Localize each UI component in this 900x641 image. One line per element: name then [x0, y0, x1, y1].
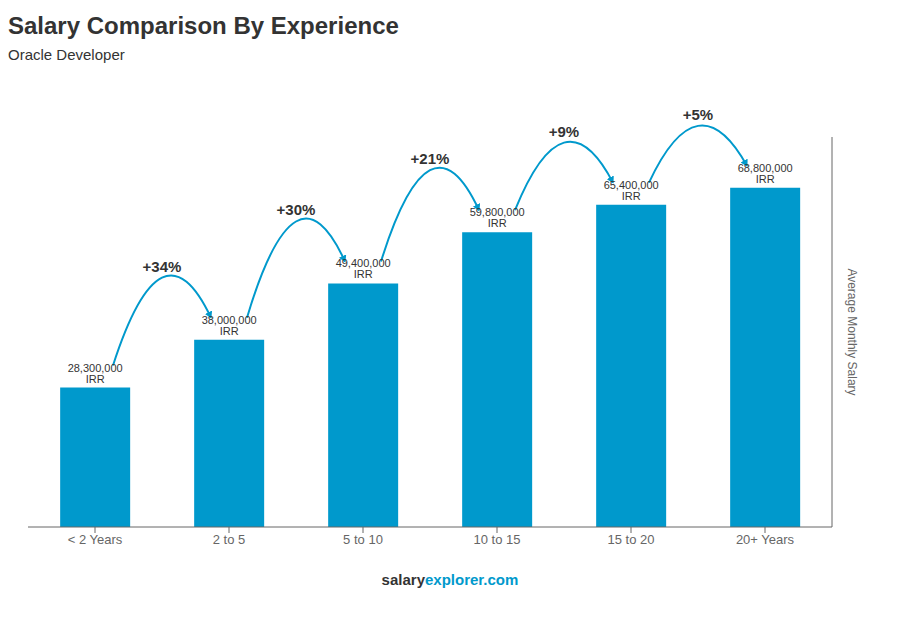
html-text:Oracle Developer: Oracle Developer	[8, 46, 125, 63]
svg-text:15 to 20: 15 to 20	[608, 532, 655, 547]
svg-text:Average Monthly Salary: Average Monthly Salary	[845, 268, 859, 395]
svg-text:38,000,000IRR: 38,000,000IRR	[202, 314, 257, 337]
svg-text:10 to 15: 10 to 15	[474, 532, 521, 547]
svg-text:20+ Years: 20+ Years	[736, 532, 795, 547]
svg-text:49,400,000IRR: 49,400,000IRR	[336, 257, 391, 280]
svg-text:+34%: +34%	[143, 258, 182, 275]
html-text:Salary Comparison By Experienc: Salary Comparison By Experience	[8, 12, 399, 39]
svg-text:+21%: +21%	[411, 150, 450, 167]
svg-text:68,800,000IRR: 68,800,000IRR	[738, 162, 793, 185]
svg-text:+9%: +9%	[549, 123, 579, 140]
svg-text:< 2 Years: < 2 Years	[68, 532, 123, 547]
svg-text:5 to 10: 5 to 10	[343, 532, 383, 547]
svg-text:28,300,000IRR: 28,300,000IRR	[68, 362, 123, 385]
svg-text:59,800,000IRR: 59,800,000IRR	[470, 206, 525, 229]
svg-text:65,400,000IRR: 65,400,000IRR	[604, 179, 659, 202]
html-text:salary explorer.com: salary explorer.com	[381, 571, 519, 588]
svg-text:+5%: +5%	[683, 106, 713, 123]
svg-text:+30%: +30%	[277, 201, 316, 218]
svg-text:2 to 5: 2 to 5	[213, 532, 246, 547]
